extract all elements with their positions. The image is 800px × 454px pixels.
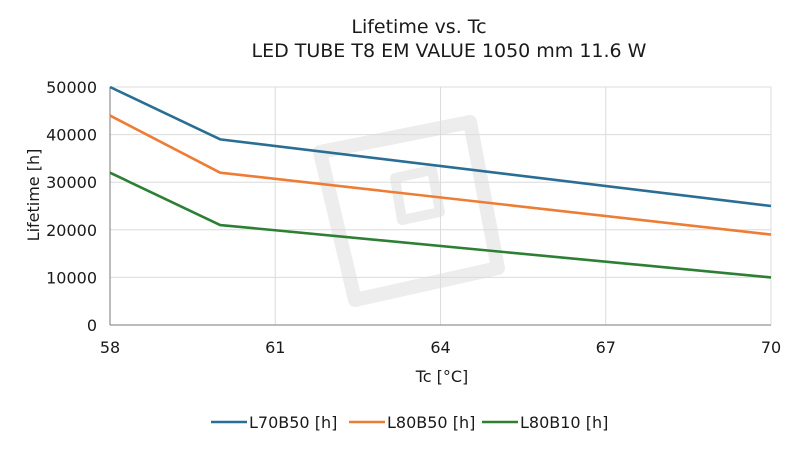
y-tick-label: 20000 <box>46 221 97 240</box>
x-axis-label: Tc [°C] <box>415 367 469 386</box>
legend-label-2: L80B50 [h] <box>387 413 475 432</box>
chart-title: Lifetime vs. Tc <box>351 16 486 38</box>
y-tick-label: 40000 <box>46 126 97 145</box>
y-axis-ticks: 0 10000 20000 30000 40000 50000 <box>46 78 97 335</box>
x-tick-label: 61 <box>265 338 285 357</box>
x-axis-ticks: 58 61 64 67 70 <box>100 338 781 357</box>
y-tick-label: 50000 <box>46 78 97 97</box>
x-tick-label: 67 <box>596 338 616 357</box>
y-tick-label: 10000 <box>46 268 97 287</box>
y-axis-label: Lifetime [h] <box>24 149 43 242</box>
watermark-logo <box>313 115 505 307</box>
legend: L70B50 [h] L80B50 [h] L80B10 [h] <box>211 413 608 432</box>
x-tick-label: 70 <box>761 338 781 357</box>
legend-label-3: L80B10 [h] <box>520 413 608 432</box>
series-line-2 <box>109 114 772 236</box>
x-tick-label: 58 <box>100 338 120 357</box>
y-tick-label: 0 <box>87 316 97 335</box>
grid-lines <box>109 86 772 326</box>
series-lines <box>109 85 772 279</box>
axes <box>109 87 771 326</box>
chart-subtitle: LED TUBE T8 EM VALUE 1050 mm 11.6 W <box>252 40 647 62</box>
y-tick-label: 30000 <box>46 173 97 192</box>
legend-label-1: L70B50 [h] <box>249 413 337 432</box>
series-line-3 <box>109 171 772 279</box>
series-line-1 <box>109 85 772 208</box>
x-tick-label: 64 <box>430 338 450 357</box>
